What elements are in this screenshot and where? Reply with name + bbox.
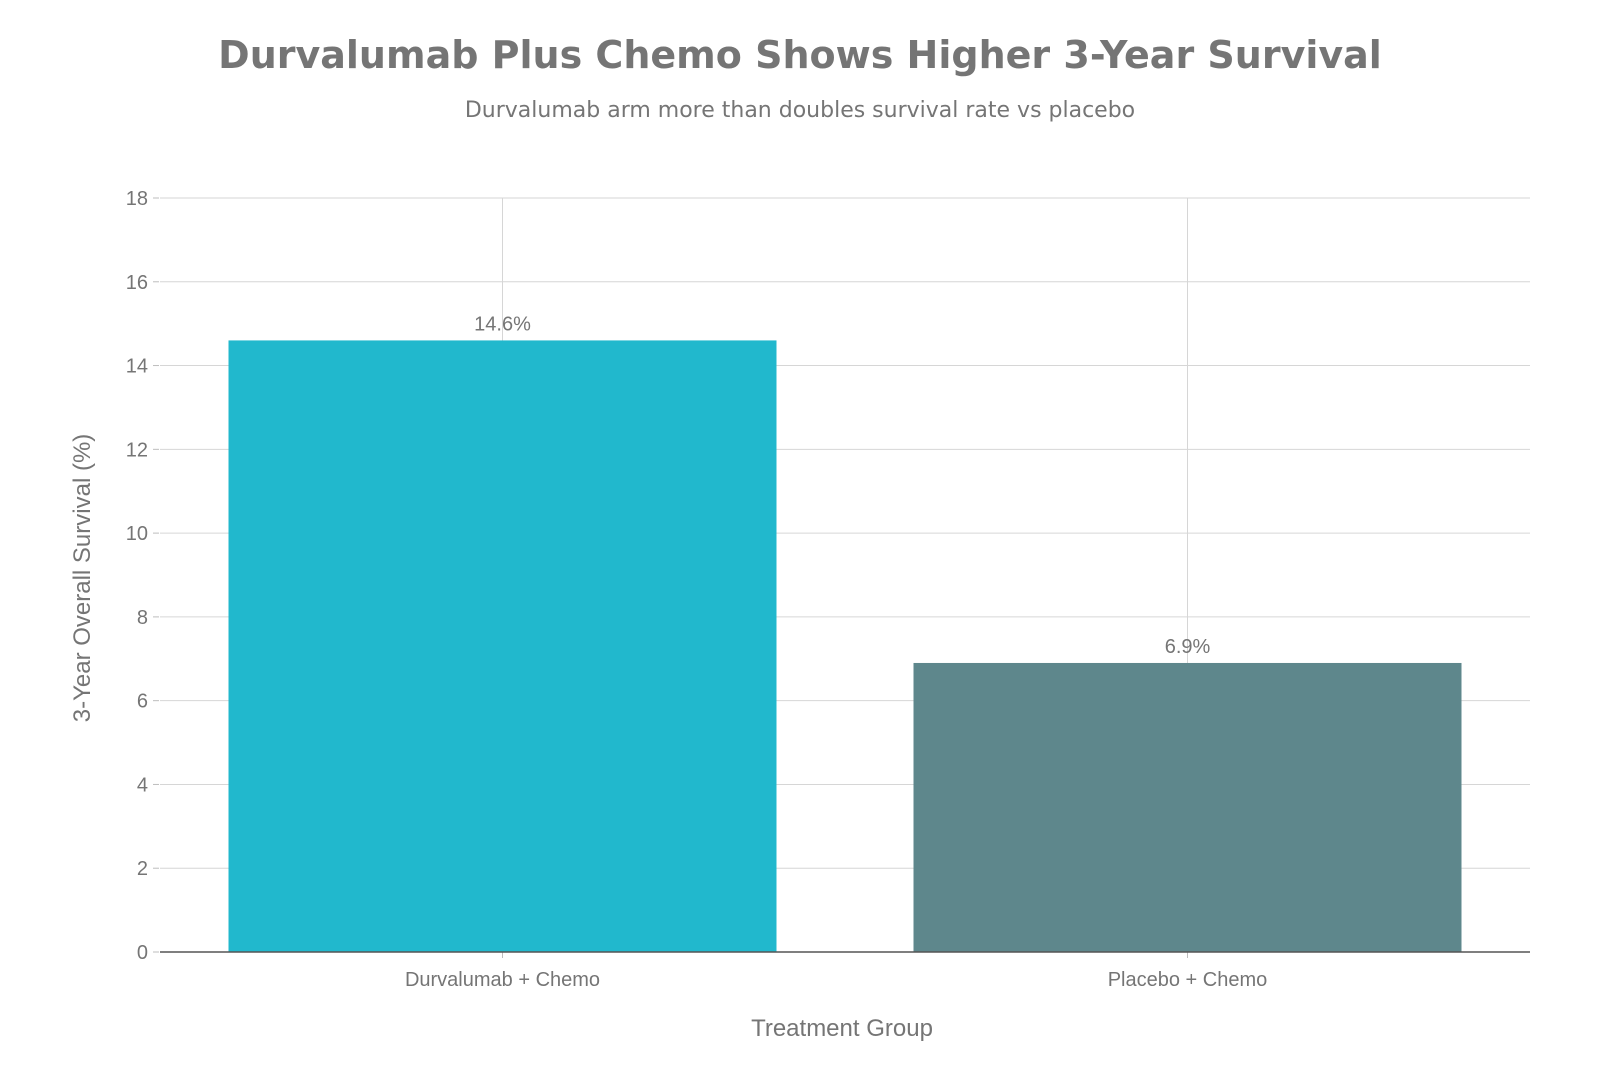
y-tick-label: 18 — [126, 188, 148, 210]
y-tick-label: 8 — [137, 607, 148, 629]
x-tick-label: Durvalumab + Chemo — [405, 969, 600, 991]
x-tick-label: Placebo + Chemo — [1108, 969, 1268, 991]
bar-durvalumab-chemo — [228, 340, 777, 952]
y-tick-label: 14 — [126, 356, 148, 378]
bar-placebo-chemo — [913, 662, 1462, 952]
chart-subtitle: Durvalumab arm more than doubles surviva… — [465, 98, 1135, 123]
bars-layer — [228, 340, 1462, 952]
x-axis-title: Treatment Group — [751, 1015, 933, 1042]
ticks-layer: 0 2 4 6 8 10 12 14 16 18 Durvalumab + Chemo Placebo… — [126, 188, 1530, 991]
data-labels-layer: 14.6% 6.9% — [474, 313, 1210, 658]
y-tick-label: 0 — [137, 942, 148, 964]
data-label: 6.9% — [1165, 636, 1211, 658]
y-tick-label: 4 — [137, 774, 148, 796]
y-tick-label: 16 — [126, 272, 148, 294]
y-tick-label: 12 — [126, 439, 148, 461]
data-label: 14.6% — [474, 313, 531, 335]
y-tick-label: 6 — [137, 691, 148, 713]
y-axis-title: 3-Year Overall Survival (%) — [69, 434, 96, 723]
y-tick-label: 10 — [126, 523, 148, 545]
y-tick-label: 2 — [137, 858, 148, 880]
chart-title: Durvalumab Plus Chemo Shows Higher 3-Yea… — [218, 33, 1382, 77]
